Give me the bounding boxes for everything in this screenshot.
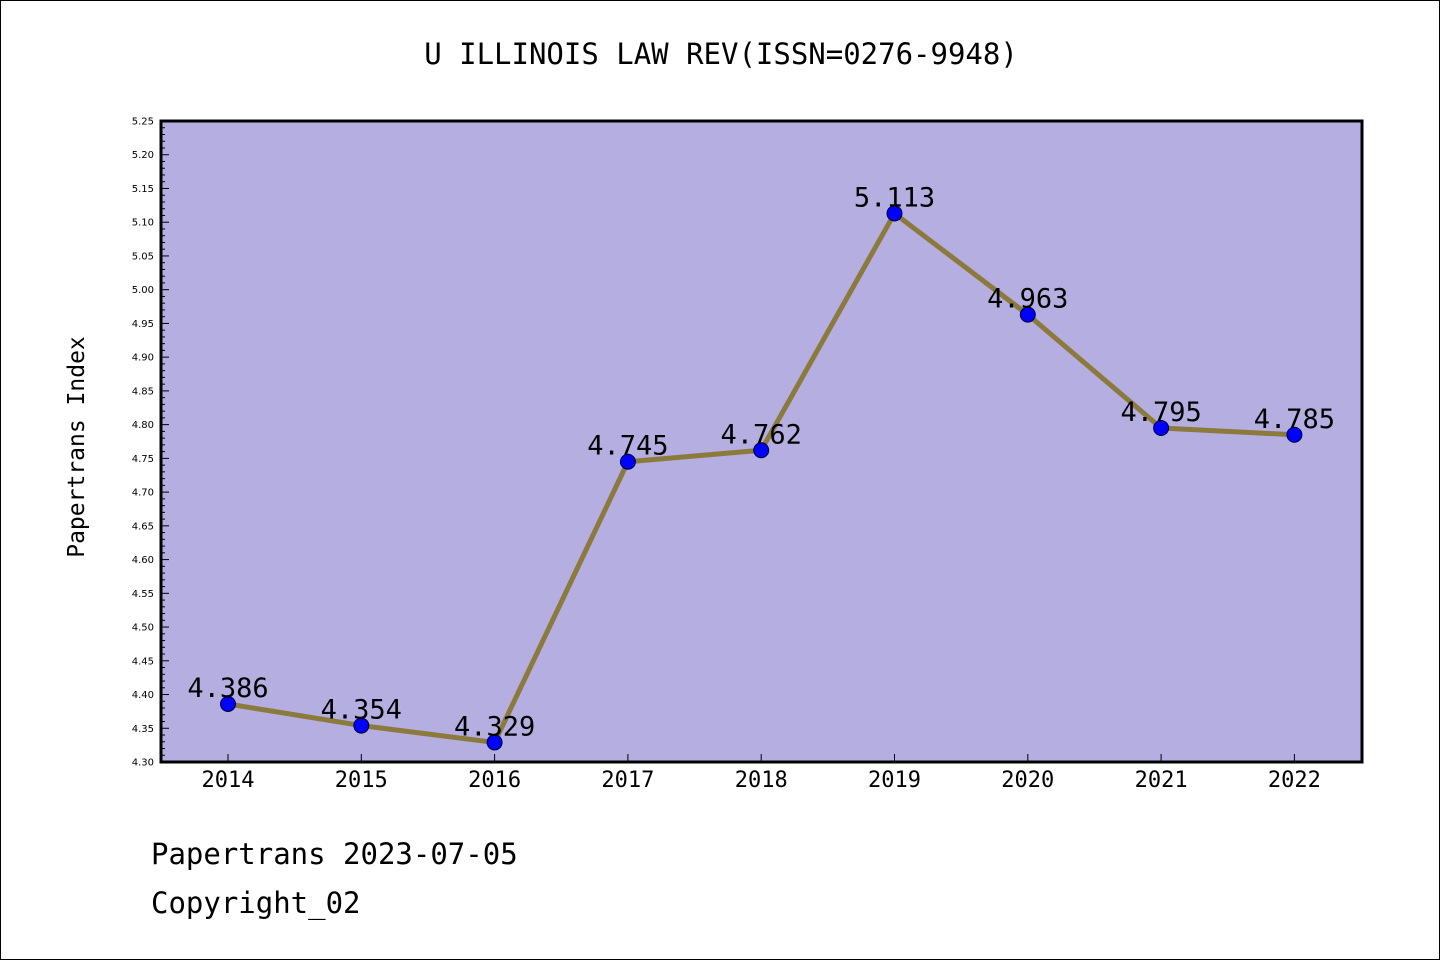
x-tick-label: 2015 bbox=[335, 768, 388, 793]
data-label: 4.762 bbox=[721, 419, 802, 450]
y-tick-label: 5.05 bbox=[132, 251, 154, 262]
data-label: 4.354 bbox=[321, 695, 402, 726]
data-points bbox=[220, 205, 1303, 751]
data-label: 4.795 bbox=[1120, 397, 1201, 428]
footer-copyright: Copyright_02 bbox=[151, 886, 361, 920]
y-tick-label: 4.65 bbox=[132, 521, 154, 532]
y-tick-label: 4.70 bbox=[132, 488, 154, 499]
data-label: 4.745 bbox=[587, 431, 668, 462]
x-tick-label: 2020 bbox=[1001, 768, 1054, 793]
x-tick-label: 2019 bbox=[868, 768, 921, 793]
x-tick-label: 2014 bbox=[202, 768, 255, 793]
plot-area bbox=[159, 119, 1364, 764]
data-point bbox=[486, 734, 503, 751]
y-tick-label: 4.35 bbox=[132, 724, 154, 735]
x-tick-label: 2016 bbox=[468, 768, 521, 793]
x-tick-label: 2022 bbox=[1268, 768, 1321, 793]
y-tick-label: 5.00 bbox=[132, 285, 154, 296]
y-tick-label: 5.25 bbox=[132, 117, 154, 128]
data-label: 4.386 bbox=[187, 673, 268, 704]
y-tick-label: 4.45 bbox=[132, 656, 154, 667]
y-tick-label: 4.85 bbox=[132, 386, 154, 397]
data-label: 5.113 bbox=[854, 182, 935, 213]
data-point bbox=[619, 453, 636, 470]
data-point bbox=[886, 205, 903, 222]
x-tick-label: 2017 bbox=[601, 768, 654, 793]
data-labels: 4.386 4.354 4.329 4.745 4.762 5.113 4.963 4.795… bbox=[187, 182, 1335, 742]
y-tick-label: 4.50 bbox=[132, 623, 154, 634]
data-point bbox=[753, 442, 770, 459]
y-tick-label: 4.95 bbox=[132, 319, 154, 330]
y-tick-label: 4.75 bbox=[132, 454, 154, 465]
data-label: 4.963 bbox=[987, 284, 1068, 315]
x-axis-ticks: 2014 2015 2016 2017 2018 2019 2020 2021 2022 bbox=[202, 754, 1321, 793]
y-tick-label: 4.40 bbox=[132, 690, 154, 701]
data-label: 4.329 bbox=[454, 711, 535, 742]
y-tick-label: 4.60 bbox=[132, 555, 154, 566]
data-point bbox=[353, 717, 370, 734]
y-tick-label: 4.55 bbox=[132, 589, 154, 600]
data-point bbox=[1019, 306, 1036, 323]
y-tick-label: 4.30 bbox=[132, 758, 154, 769]
data-point bbox=[1286, 426, 1303, 443]
y-axis-ticks: 4.30 4.35 4.40 4.45 4.50 4.55 4.60 4.65 4.70 4.75… bbox=[132, 117, 169, 769]
x-tick-label: 2018 bbox=[735, 768, 788, 793]
data-label: 4.785 bbox=[1254, 404, 1335, 435]
y-tick-label: 4.80 bbox=[132, 420, 154, 431]
footer-date: Papertrans 2023-07-05 bbox=[151, 837, 518, 871]
data-point bbox=[1153, 420, 1170, 437]
y-tick-label: 5.10 bbox=[132, 218, 154, 229]
y-tick-label: 5.20 bbox=[132, 150, 154, 161]
chart-title: U ILLINOIS LAW REV(ISSN=0276-9948) bbox=[424, 37, 1018, 71]
y-tick-label: 4.90 bbox=[132, 353, 154, 364]
data-point bbox=[220, 695, 236, 712]
y-tick-label: 5.15 bbox=[132, 184, 154, 195]
x-tick-label: 2021 bbox=[1135, 768, 1188, 793]
